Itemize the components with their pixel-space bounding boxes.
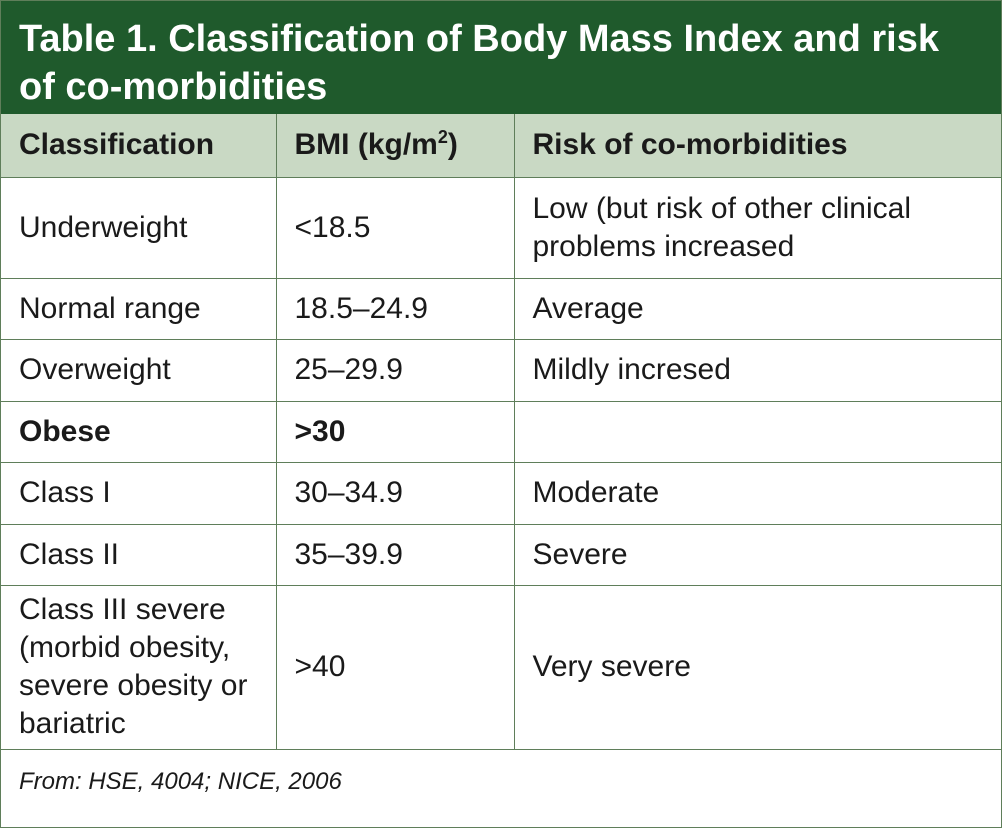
table-title: Table 1. Classification of Body Mass Ind… [1,1,1001,114]
header-row: Classification BMI (kg/m2) Risk of co-mo… [1,114,1001,178]
table-row: Class III severe (morbid obesity, severe… [1,584,1001,750]
table-row: Obese >30 [1,400,1001,463]
cell-classification: Underweight [1,176,277,279]
header-bmi-label: BMI (kg/m [294,128,438,162]
cell-bmi: <18.5 [275,176,515,279]
header-bmi-superscript: 2 [437,127,448,148]
cell-bmi: >40 [275,584,515,750]
cell-risk: Moderate [513,461,1001,525]
bmi-table: Classification BMI (kg/m2) Risk of co-mo… [1,114,1001,815]
table-row: Overweight 25–29.9 Mildly incresed [1,338,1001,402]
table-row: Class I 30–34.9 Moderate [1,461,1001,525]
cell-bmi: 18.5–24.9 [275,277,515,340]
cell-risk: Severe [513,523,1001,586]
cell-classification: Class I [1,461,277,525]
cell-risk: Low (but risk of other clinical problems… [513,176,1001,279]
table-row: Underweight <18.5 Low (but risk of other… [1,176,1001,279]
table-row: Normal range 18.5–24.9 Average [1,277,1001,340]
header-classification: Classification [1,114,277,178]
cell-risk: Mildly incresed [513,338,1001,402]
cell-risk: Average [513,277,1001,340]
cell-classification: Normal range [1,277,277,340]
table-row: Class II 35–39.9 Severe [1,523,1001,586]
header-risk: Risk of co-morbidities [513,114,1001,178]
cell-risk: Very severe [513,584,1001,750]
cell-classification: Obese [1,400,277,463]
cell-risk [513,400,1001,463]
cell-bmi: 30–34.9 [275,461,515,525]
cell-classification: Class II [1,523,277,586]
cell-bmi: >30 [275,400,515,463]
source-row: From: HSE, 4004; NICE, 2006 [1,748,1001,815]
header-bmi: BMI (kg/m2) [275,114,515,178]
source-note: From: HSE, 4004; NICE, 2006 [1,748,1001,815]
cell-classification: Class III severe (morbid obesity, severe… [1,584,277,750]
cell-bmi: 25–29.9 [275,338,515,402]
cell-classification: Overweight [1,338,277,402]
header-bmi-close: ) [447,128,458,162]
cell-bmi: 35–39.9 [275,523,515,586]
